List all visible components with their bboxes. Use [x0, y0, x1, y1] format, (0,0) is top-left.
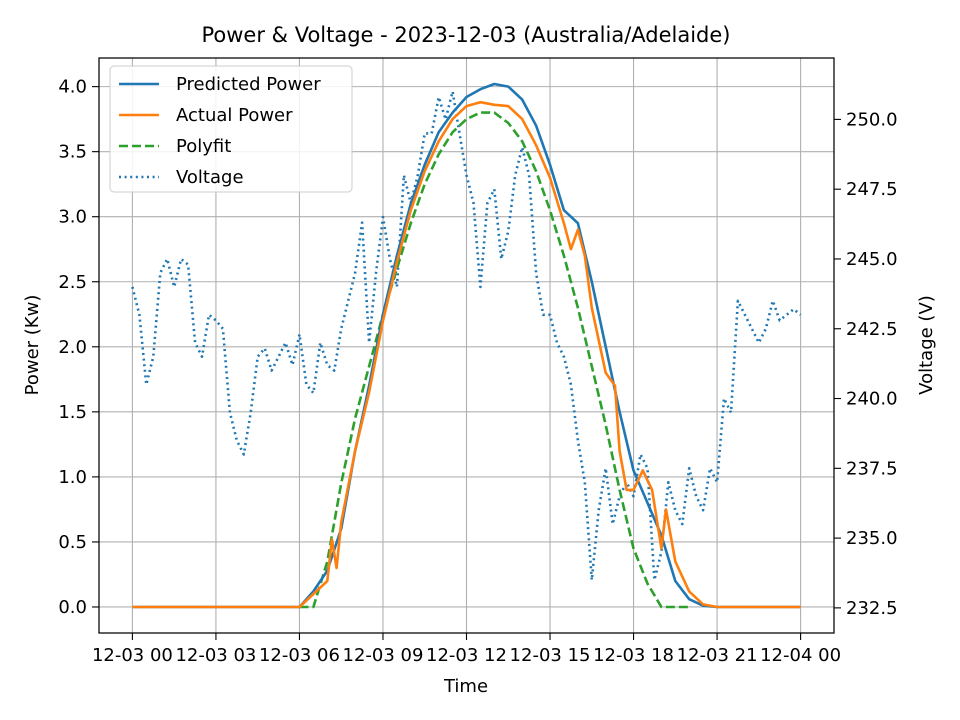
x-tick-label: 12-03 15 — [510, 645, 591, 666]
y-tick-label-right: 240.0 — [846, 389, 898, 410]
y-tick-label-left: 3.5 — [58, 142, 87, 163]
series-line-voltage — [131, 90, 802, 582]
y-tick-label-left: 0.5 — [58, 532, 87, 553]
series-line-actual-power — [132, 100, 801, 609]
y-tick-label-right: 242.5 — [846, 319, 898, 340]
y-tick-label-right: 232.5 — [846, 598, 898, 619]
y-axis-title-left: Power (Kw) — [22, 295, 43, 396]
y-tick-label-left: 0.0 — [58, 597, 87, 618]
axis-ticks: 12-03 00 12-03 03 12-03 06 12-03 09 12-03 12… — [58, 77, 897, 666]
y-tick-label-left: 1.0 — [58, 467, 87, 488]
y-tick-label-right: 237.5 — [846, 458, 898, 479]
chart-title: Power & Voltage - 2023-12-03 (Australia/… — [201, 23, 730, 47]
legend-label: Polyfit — [176, 136, 231, 157]
series-layer — [131, 82, 802, 609]
y-tick-label-left: 3.0 — [58, 207, 87, 228]
legend-label: Voltage — [176, 167, 244, 188]
x-axis-title: Time — [443, 676, 488, 697]
y-tick-label-left: 2.5 — [58, 272, 87, 293]
x-tick-label: 12-03 12 — [426, 645, 507, 666]
y-tick-label-left: 1.5 — [58, 402, 87, 423]
y-tick-label-right: 235.0 — [846, 528, 898, 549]
y-tick-label-left: 4.0 — [58, 77, 87, 98]
y-tick-label-left: 2.0 — [58, 337, 87, 358]
x-tick-label: 12-03 18 — [593, 645, 674, 666]
y-tick-label-right: 250.0 — [846, 109, 898, 130]
x-tick-label: 12-04 00 — [760, 645, 841, 666]
x-tick-label: 12-03 03 — [175, 645, 256, 666]
legend-box — [109, 65, 353, 193]
y-tick-label-right: 247.5 — [846, 179, 898, 200]
legend-label: Actual Power — [176, 105, 293, 126]
legend-label: Predicted Power — [176, 74, 321, 95]
x-tick-label: 12-03 21 — [677, 645, 758, 666]
x-tick-label: 12-03 06 — [259, 645, 340, 666]
y-tick-label-right: 245.0 — [846, 249, 898, 270]
legend: Predicted Power Actual Power Polyfit Voltag… — [109, 65, 353, 193]
x-tick-label: 12-03 09 — [343, 645, 424, 666]
series-line-polyfit — [299, 111, 690, 609]
y-axis-title-right: Voltage (V) — [916, 295, 937, 395]
x-tick-label: 12-03 00 — [92, 645, 173, 666]
